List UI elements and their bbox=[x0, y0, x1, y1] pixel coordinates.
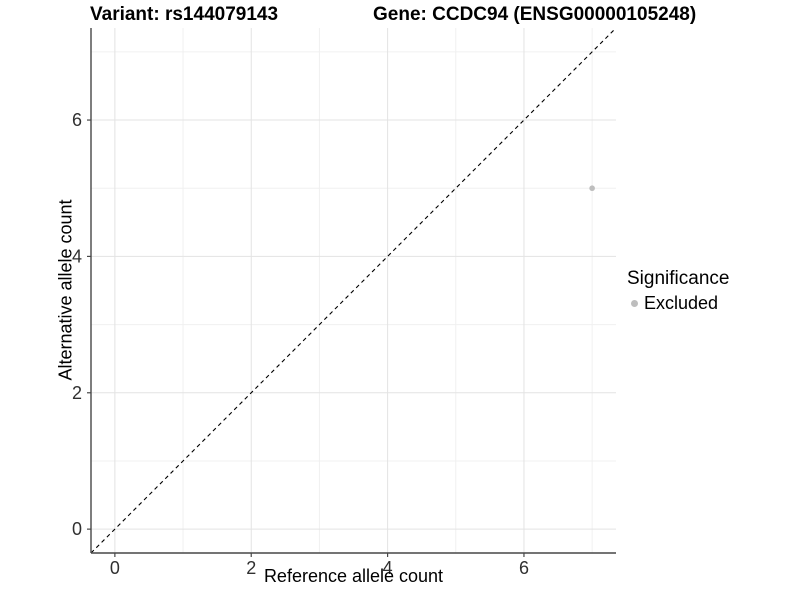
legend-key-dot-icon bbox=[631, 300, 638, 307]
y-axis-title: Alternative allele count bbox=[55, 199, 76, 381]
x-axis-title: Reference allele count bbox=[263, 566, 444, 586]
y-tick-label: 0 bbox=[72, 519, 82, 539]
x-tick-label: 4 bbox=[383, 558, 393, 578]
identity-dashed-line bbox=[90, 27, 617, 554]
legend: Significance Excluded bbox=[627, 268, 729, 314]
plot-title-variant: Variant: rs144079143 bbox=[90, 4, 279, 25]
data-point bbox=[589, 185, 595, 192]
y-tick-label: 6 bbox=[72, 110, 82, 130]
y-tick-label: 4 bbox=[72, 246, 82, 266]
y-tick-label: 2 bbox=[72, 383, 82, 403]
x-tick-label: 0 bbox=[110, 558, 120, 578]
legend-title: Significance bbox=[627, 268, 730, 289]
legend-item-excluded: Excluded bbox=[627, 293, 729, 314]
x-tick-label: 2 bbox=[246, 558, 256, 578]
legend-item-label: Excluded bbox=[644, 293, 719, 313]
x-tick-label: 6 bbox=[519, 558, 529, 578]
plot-title-gene: Gene: CCDC94 (ENSG00000105248) bbox=[373, 4, 697, 25]
